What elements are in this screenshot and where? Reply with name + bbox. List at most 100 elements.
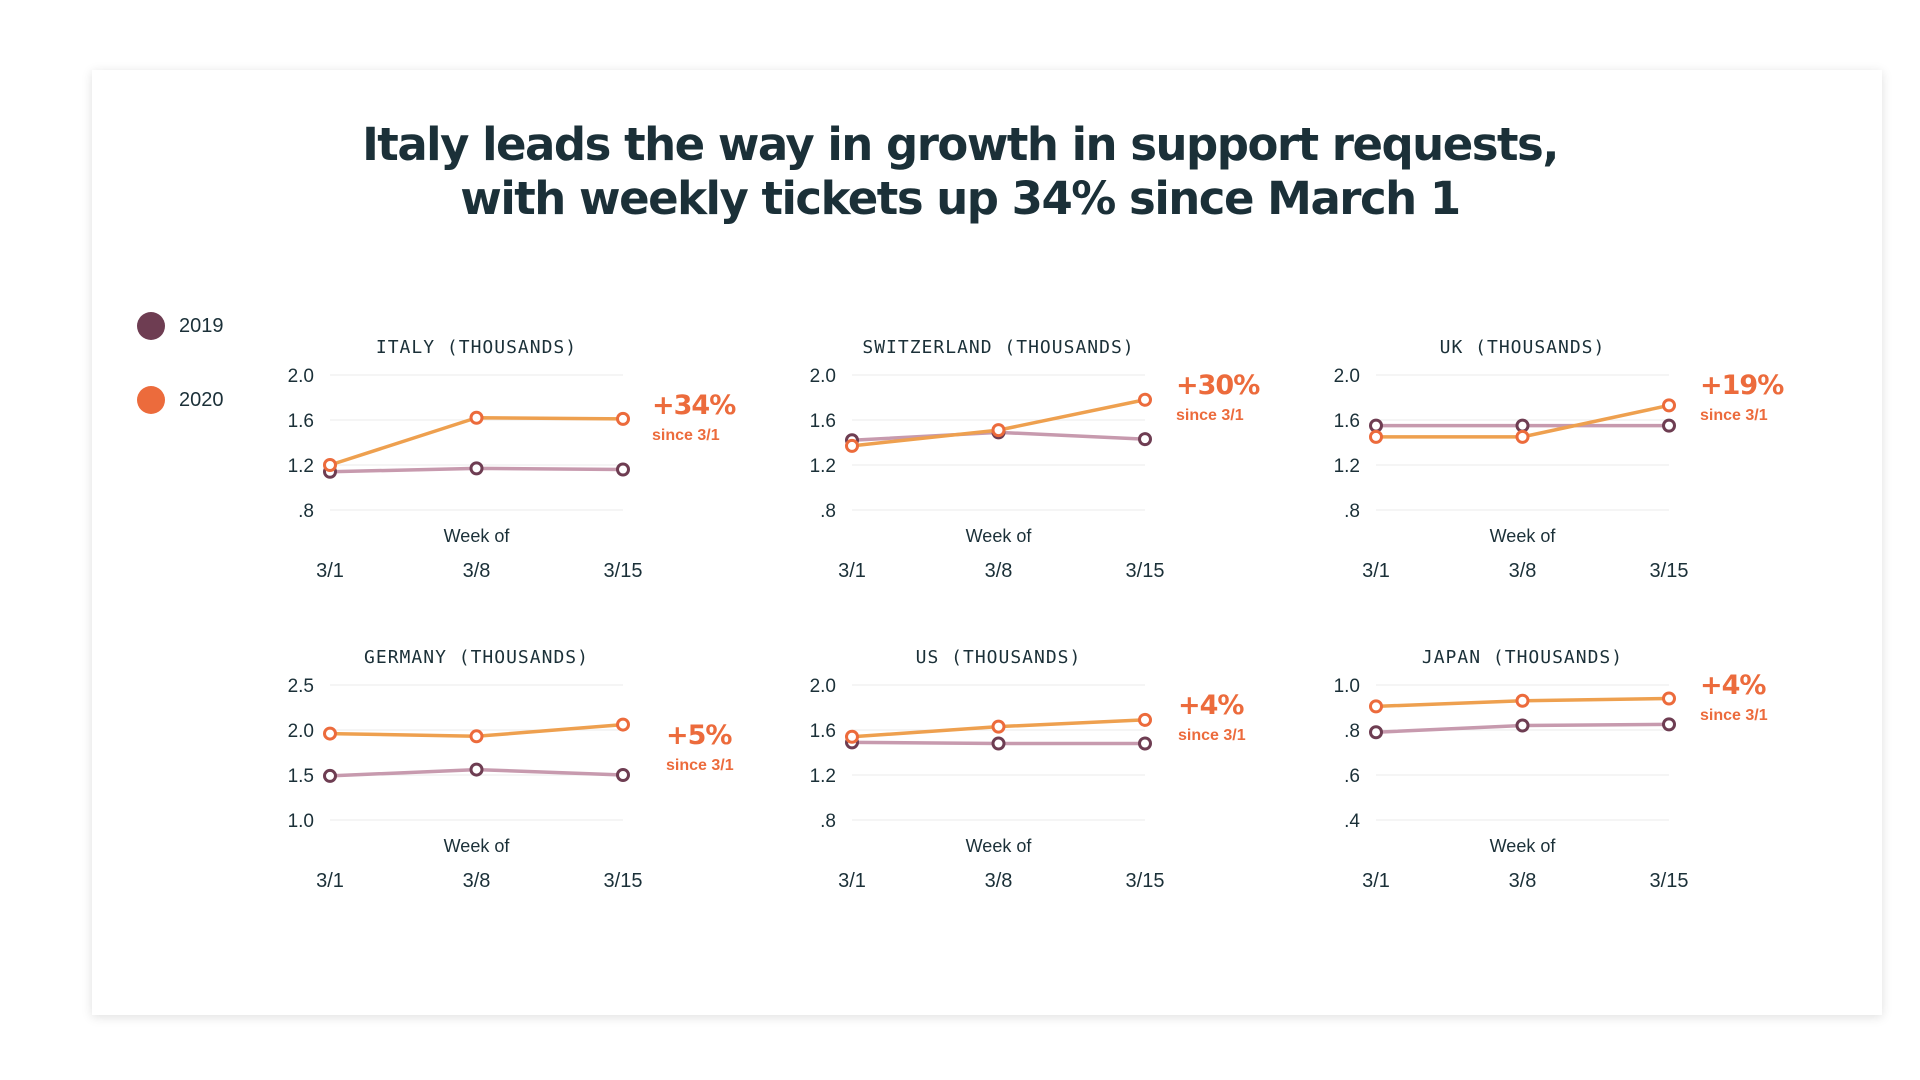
data-point-2020 (1369, 429, 1383, 444)
x-tick-label: 3/15 (604, 870, 643, 892)
x-tick-label: 3/15 (604, 560, 643, 582)
y-tick-label: 1.2 (810, 456, 836, 477)
panel-title: GERMANY (THOUSANDS) (364, 647, 589, 668)
data-point-2019 (1369, 725, 1383, 740)
change-note: since 3/1 (666, 757, 734, 774)
data-point-2019 (1515, 418, 1530, 433)
panel-title: ITALY (THOUSANDS) (376, 337, 577, 358)
x-tick-label: 3/8 (463, 560, 491, 582)
change-percent: +5% (666, 720, 732, 751)
data-point-2020 (991, 423, 1006, 438)
y-tick-label: 1.2 (810, 766, 836, 787)
legend-label-2020: 2020 (179, 388, 224, 411)
x-axis-label: Week of (1490, 526, 1557, 546)
x-axis-label: Week of (966, 526, 1033, 546)
data-point-2020 (323, 726, 337, 741)
chart-svg-uk: UK (THOUSANDS) 2.0 1.6 1.2 .8 Week of 3/1 3/8 3/… (1334, 337, 1786, 582)
legend-dot-2019 (137, 312, 165, 340)
chart-panel-italy: ITALY (THOUSANDS) 2.0 1.6 1.2 .8 Week of 3/1 3/… (230, 330, 738, 615)
chart-svg-germany: GERMANY (THOUSANDS) 2.5 2.0 1.5 1.0 Week of 3/… (288, 647, 734, 892)
data-point-2020 (845, 729, 859, 744)
legend-item-2020: 2020 (137, 384, 224, 416)
x-tick-label: 3/15 (1650, 560, 1689, 582)
data-point-2020 (1369, 699, 1383, 714)
chart-panel-us: US (THOUSANDS) 2.0 1.6 1.2 .8 Week of 3/1 3/8 3/… (752, 640, 1246, 925)
y-tick-label: 1.6 (810, 721, 836, 742)
data-point-2019 (1138, 736, 1152, 751)
x-tick-label: 3/1 (1362, 870, 1390, 892)
x-axis-label: Week of (444, 526, 511, 546)
chart-card (92, 70, 1882, 1015)
change-note: since 3/1 (1178, 727, 1246, 744)
data-point-2019 (616, 462, 630, 477)
change-percent: +34% (652, 390, 736, 421)
y-tick-label: 1.2 (1334, 456, 1360, 477)
data-point-2020 (1515, 429, 1530, 444)
data-point-2019 (616, 768, 630, 782)
x-tick-label: 3/8 (1509, 560, 1537, 582)
legend-label-2019: 2019 (179, 314, 224, 337)
chart-svg-us: US (THOUSANDS) 2.0 1.6 1.2 .8 Week of 3/1 3/8 3/… (810, 647, 1246, 892)
change-note: since 3/1 (652, 427, 720, 444)
y-tick-label: .6 (1344, 766, 1360, 787)
x-tick-label: 3/8 (985, 870, 1013, 892)
data-point-2020 (469, 410, 484, 425)
data-point-2020 (1662, 691, 1676, 706)
chart-svg-italy: ITALY (THOUSANDS) 2.0 1.6 1.2 .8 Week of 3/1 3/… (288, 337, 738, 582)
data-point-2020 (991, 719, 1006, 734)
chart-panel-germany: GERMANY (THOUSANDS) 2.5 2.0 1.5 1.0 Week of 3/… (230, 640, 734, 925)
y-tick-label: 1.0 (288, 811, 314, 832)
data-point-2020 (469, 729, 484, 744)
legend-dot-2020 (137, 386, 165, 414)
y-tick-label: .8 (820, 811, 836, 832)
y-tick-label: 2.0 (288, 366, 314, 387)
legend-item-2019: 2019 (137, 310, 224, 342)
y-tick-label: 2.0 (810, 676, 836, 697)
headline-line-1: Italy leads the way in growth in support… (362, 118, 1559, 171)
y-tick-label: .8 (820, 501, 836, 522)
data-point-2019 (469, 762, 484, 777)
change-note: since 3/1 (1176, 407, 1244, 424)
change-percent: +4% (1178, 690, 1244, 721)
panel-title: UK (THOUSANDS) (1440, 337, 1606, 358)
data-point-2019 (323, 768, 337, 783)
x-axis-label: Week of (444, 836, 511, 856)
x-tick-label: 3/1 (316, 870, 344, 892)
y-tick-label: .8 (1344, 501, 1360, 522)
change-percent: +19% (1700, 370, 1784, 401)
data-point-2019 (1369, 418, 1383, 433)
x-tick-label: 3/1 (1362, 560, 1390, 582)
change-note: since 3/1 (1700, 707, 1768, 724)
data-point-2020 (1515, 693, 1530, 708)
y-tick-label: .8 (1344, 721, 1360, 742)
data-point-2020 (616, 717, 630, 732)
x-tick-label: 3/8 (1509, 870, 1537, 892)
y-tick-label: 1.0 (1334, 676, 1360, 697)
y-tick-label: 2.0 (288, 721, 314, 742)
y-tick-label: 2.0 (810, 366, 836, 387)
x-tick-label: 3/1 (838, 560, 866, 582)
headline-line-2: with weekly tickets up 34% since March 1 (460, 172, 1461, 225)
chart-panel-japan: JAPAN (THOUSANDS) 1.0 .8 .6 .4 Week of 3/1 3/8 3… (1276, 640, 1768, 925)
y-tick-label: 2.5 (288, 676, 314, 697)
legend: 2019 2020 (137, 310, 224, 458)
y-tick-label: 2.0 (1334, 366, 1360, 387)
chart-headline: Italy leads the way in growth in support… (0, 118, 1920, 226)
chart-panel-uk: UK (THOUSANDS) 2.0 1.6 1.2 .8 Week of 3/1 3/8 3/… (1276, 330, 1786, 615)
y-tick-label: 1.6 (810, 411, 836, 432)
data-point-2019 (1662, 418, 1676, 433)
x-tick-label: 3/15 (1650, 870, 1689, 892)
data-point-2020 (1662, 398, 1676, 413)
panel-title: SWITZERLAND (THOUSANDS) (862, 337, 1134, 358)
data-point-2019 (1515, 718, 1530, 733)
panel-title: US (THOUSANDS) (916, 647, 1082, 668)
y-tick-label: .8 (298, 501, 314, 522)
data-point-2019 (1138, 432, 1152, 447)
chart-svg-switzerland: SWITZERLAND (THOUSANDS) 2.0 1.6 1.2 .8 Week o… (810, 337, 1262, 582)
chart-panel-switzerland: SWITZERLAND (THOUSANDS) 2.0 1.6 1.2 .8 Week o… (752, 330, 1262, 615)
change-percent: +30% (1176, 370, 1260, 401)
x-tick-label: 3/8 (985, 560, 1013, 582)
data-point-2020 (1138, 712, 1152, 727)
y-tick-label: 1.6 (288, 411, 314, 432)
data-point-2019 (469, 461, 484, 476)
